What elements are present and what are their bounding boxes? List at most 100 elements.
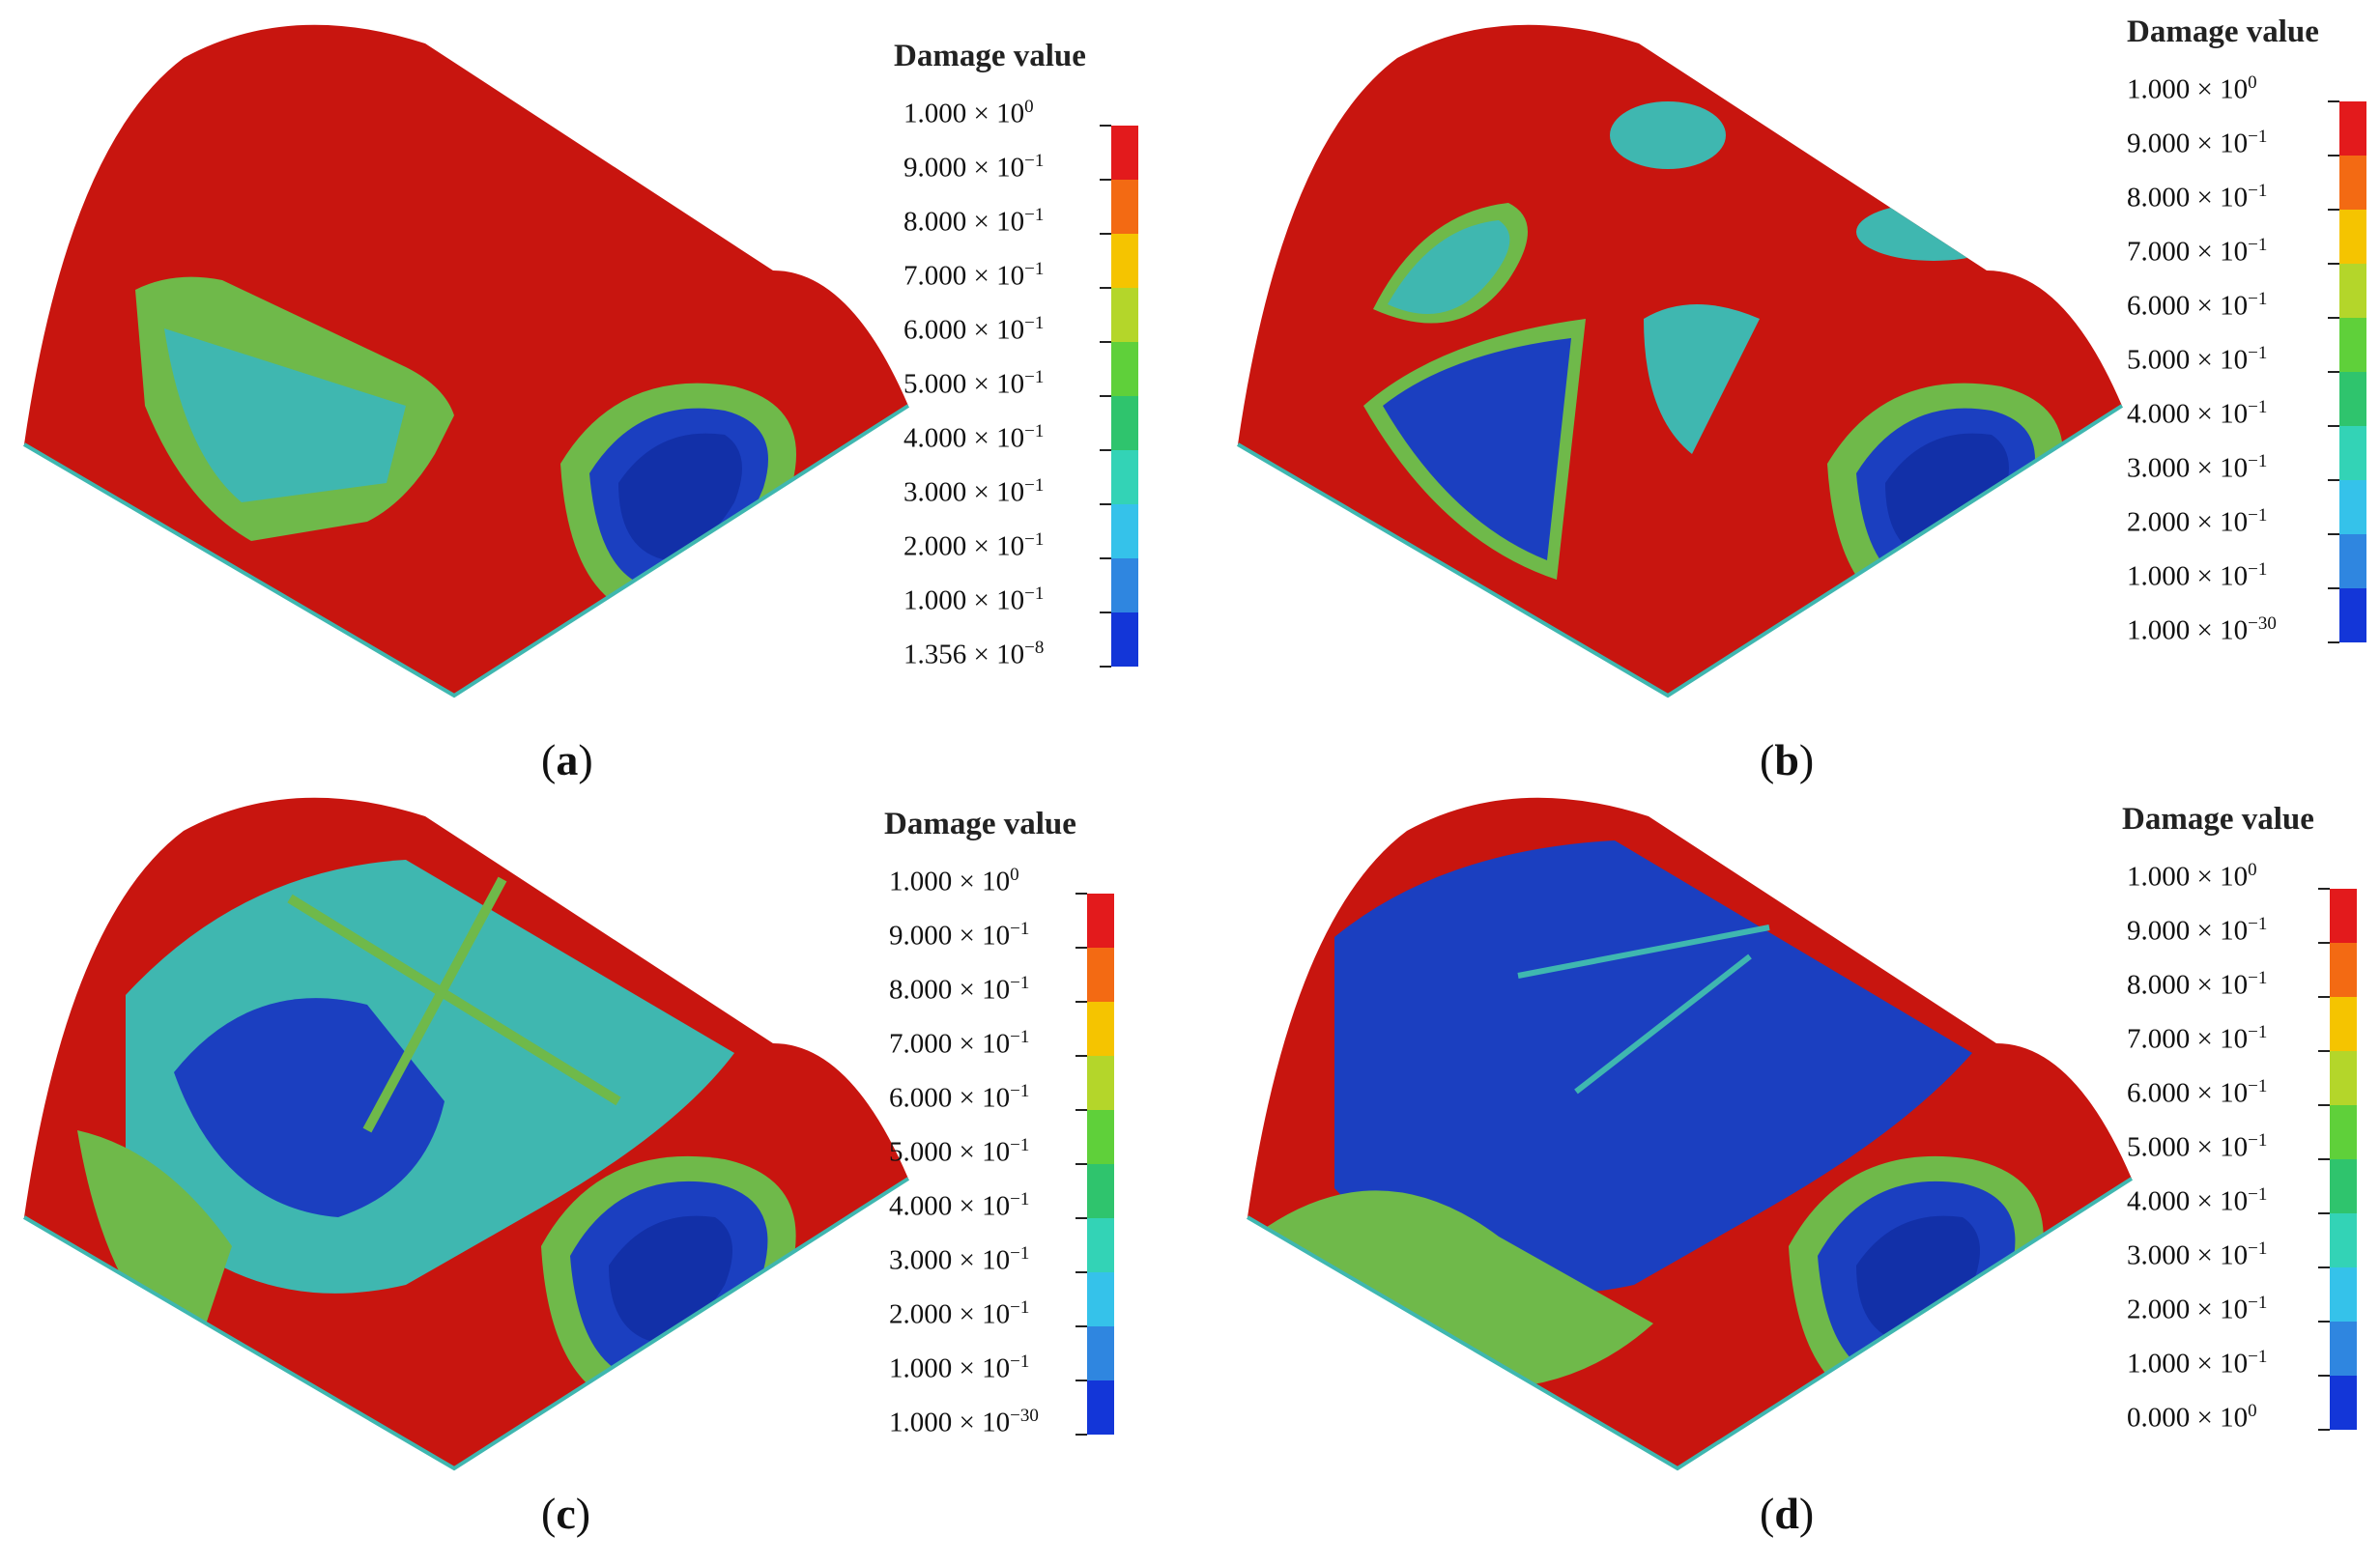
colorbar-swatch — [2330, 997, 2357, 1051]
caption-b: (b) — [1760, 735, 1815, 784]
legend-title: Damage value — [2122, 802, 2314, 837]
caption-c: (c) — [541, 1489, 591, 1538]
legend-title: Damage value — [2127, 14, 2319, 49]
colorbar-swatch — [2330, 1105, 2357, 1159]
scale-label: 3.000 × 10−1 — [2127, 1238, 2268, 1271]
colorbar-swatch — [1111, 612, 1138, 667]
colorbar-swatch — [1111, 180, 1138, 234]
scale-label: 2.000 × 10−1 — [2127, 505, 2268, 538]
scale-label: 1.000 × 10−1 — [903, 583, 1045, 616]
damage-model-c — [22, 797, 910, 1471]
colorbar-swatch — [2330, 1376, 2357, 1430]
colorbar-swatch — [1111, 126, 1138, 180]
colorbar-swatch — [2330, 1159, 2357, 1213]
scale-label: 2.000 × 10−1 — [2127, 1293, 2268, 1325]
colorbar-swatch — [2330, 943, 2357, 997]
colorbar-swatch — [2339, 156, 2366, 210]
colorbar-swatch — [1111, 504, 1138, 558]
colorbar-swatch — [1111, 450, 1138, 504]
scale-label: 4.000 × 10−1 — [2127, 1184, 2268, 1217]
colorbar-swatch — [1087, 894, 1114, 948]
scale-label: 8.000 × 10−1 — [889, 973, 1030, 1006]
colorbar-swatch — [2330, 889, 2357, 943]
scale-label: 6.000 × 10−1 — [2127, 289, 2268, 322]
scale-label: 6.000 × 10−1 — [2127, 1076, 2268, 1109]
colorbar-swatch — [2330, 1322, 2357, 1376]
scale-label: 4.000 × 10−1 — [2127, 397, 2268, 430]
colorbar-swatch — [1087, 948, 1114, 1002]
panel-a: Damage value 1.000 × 100 9.000 × 10−1 8.00… — [0, 0, 1190, 784]
scale-label: 5.000 × 10−1 — [2127, 343, 2268, 376]
colorbar-swatches — [1100, 125, 1138, 668]
colorbar-swatch — [1087, 1002, 1114, 1056]
scale-label: 2.000 × 10−1 — [903, 529, 1045, 562]
scale-label: 6.000 × 10−1 — [889, 1081, 1030, 1114]
panel-d: Damage value 1.000 × 100 9.000 × 10−1 8.00… — [1190, 782, 2379, 1565]
damage-model-d — [1246, 797, 2134, 1471]
scale-label: 8.000 × 10−1 — [2127, 181, 2268, 213]
colorbar-swatch — [1087, 1326, 1114, 1380]
scale-label: 5.000 × 10−1 — [903, 367, 1045, 400]
scale-label: 3.000 × 10−1 — [889, 1243, 1030, 1276]
colorbar-swatch — [1087, 1056, 1114, 1110]
scale-label: 0.000 × 100 — [2127, 1401, 2257, 1434]
colorbar-swatch — [2339, 534, 2366, 588]
scale-label: 2.000 × 10−1 — [889, 1297, 1030, 1330]
scale-label: 3.000 × 10−1 — [2127, 451, 2268, 484]
legend-title: Damage value — [884, 807, 1076, 841]
caption-d: (d) — [1760, 1489, 1815, 1538]
scale-label: 1.000 × 10−30 — [889, 1406, 1039, 1438]
damage-model-a — [22, 24, 910, 698]
scale-label: 1.000 × 10−30 — [2127, 613, 2277, 646]
colorbar-swatch — [2339, 588, 2366, 642]
scale-label: 8.000 × 10−1 — [903, 205, 1045, 238]
scale-label: 5.000 × 10−1 — [2127, 1130, 2268, 1163]
colorbar-swatch — [1087, 1218, 1114, 1272]
scale-label: 7.000 × 10−1 — [2127, 1022, 2268, 1055]
scale-label: 1.000 × 10−1 — [889, 1352, 1030, 1384]
scale-label: 9.000 × 10−1 — [2127, 914, 2268, 947]
colorbar-swatch — [2339, 426, 2366, 480]
colorbar-swatch — [1087, 1380, 1114, 1435]
scale-label: 8.000 × 10−1 — [2127, 968, 2268, 1001]
colorbar-swatch — [2339, 264, 2366, 318]
colorbar-swatch — [1111, 288, 1138, 342]
colorbar-b — [2328, 100, 2366, 643]
colorbar-a — [1100, 125, 1138, 668]
scale-label: 1.356 × 10−8 — [903, 638, 1045, 670]
colorbar-swatch — [1087, 1110, 1114, 1164]
scale-label: 4.000 × 10−1 — [903, 421, 1045, 454]
scale-label: 6.000 × 10−1 — [903, 313, 1045, 346]
colorbar-d — [2318, 888, 2357, 1431]
colorbar-swatch — [1111, 234, 1138, 288]
colorbar-swatches — [2318, 888, 2357, 1431]
scale-label: 7.000 × 10−1 — [2127, 235, 2268, 268]
scale-label: 1.000 × 100 — [903, 97, 1034, 129]
legend-title: Damage value — [894, 39, 1086, 73]
colorbar-swatch — [1111, 396, 1138, 450]
colorbar-swatch — [2339, 101, 2366, 156]
panel-c: Damage value 1.000 × 100 9.000 × 10−1 8.00… — [0, 782, 1190, 1565]
scale-label: 9.000 × 10−1 — [2127, 127, 2268, 159]
colorbar-swatches — [1075, 893, 1114, 1436]
scale-label: 7.000 × 10−1 — [889, 1027, 1030, 1060]
colorbar-swatch — [2339, 318, 2366, 372]
scale-label: 1.000 × 100 — [2127, 72, 2257, 105]
colorbar-swatch — [2339, 372, 2366, 426]
scale-label: 1.000 × 100 — [889, 865, 1019, 897]
damage-zone-top — [1334, 840, 1972, 1294]
colorbar-swatch — [1111, 342, 1138, 396]
scale-label: 3.000 × 10−1 — [903, 475, 1045, 508]
scale-label: 7.000 × 10−1 — [903, 259, 1045, 292]
colorbar-swatch — [2339, 210, 2366, 264]
scale-label: 4.000 × 10−1 — [889, 1189, 1030, 1222]
colorbar-swatch — [1111, 558, 1138, 612]
colorbar-swatch — [1087, 1164, 1114, 1218]
scale-label: 9.000 × 10−1 — [889, 919, 1030, 952]
damage-zone-top — [1610, 101, 1726, 169]
colorbar-swatches — [2328, 100, 2366, 643]
damage-model-b — [1236, 24, 2124, 698]
scale-label: 5.000 × 10−1 — [889, 1135, 1030, 1168]
scale-label: 9.000 × 10−1 — [903, 151, 1045, 184]
caption-a: (a) — [541, 735, 593, 784]
